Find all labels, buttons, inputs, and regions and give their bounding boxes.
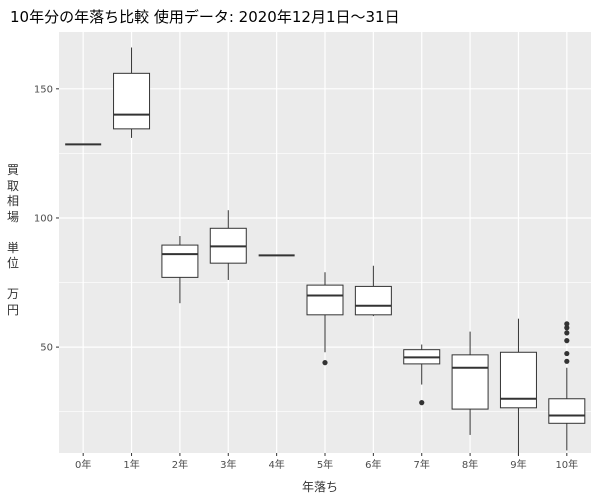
chart-title: 10年分の年落ち比較 使用データ: 2020年12月1日～31日	[10, 8, 400, 26]
box-iqr	[354, 285, 392, 316]
y-axis-label-char: 万	[6, 287, 19, 301]
y-tick-label: 150	[34, 84, 53, 95]
outlier-point	[564, 358, 570, 364]
outlier-point	[564, 325, 570, 331]
box-iqr	[548, 398, 586, 424]
y-tick-label: 100	[34, 213, 53, 224]
outlier-point	[322, 360, 328, 366]
outlier-point	[419, 400, 425, 406]
x-tick-label: 9年	[510, 458, 526, 471]
x-tick-label: 2年	[172, 458, 188, 471]
x-axis-label: 年落ち	[301, 480, 338, 494]
x-tick-label: 10年	[555, 458, 578, 471]
x-tick-label: 8年	[462, 458, 478, 471]
x-tick-label: 1年	[123, 458, 139, 471]
x-tick-label: 0年	[75, 458, 91, 471]
y-axis-label-char: 相	[6, 194, 19, 208]
y-axis-label-char: 単	[6, 240, 19, 255]
x-tick-label: 3年	[220, 458, 236, 471]
y-axis-label-char: 円	[6, 302, 19, 317]
outlier-point	[564, 338, 570, 344]
outlier-point	[564, 330, 570, 336]
y-tick-label: 50	[40, 343, 53, 354]
box-iqr	[451, 354, 489, 410]
x-tick-label: 6年	[365, 458, 381, 471]
y-axis-label: 買 取 相 場 単 位 万 円	[4, 163, 22, 318]
x-tick-label: 5年	[317, 458, 333, 471]
box-iqr	[306, 284, 344, 316]
y-axis-label-char: 取	[6, 178, 19, 193]
box-iqr	[113, 72, 151, 130]
y-axis-label-char: 位	[6, 256, 19, 270]
outlier-point	[564, 350, 570, 357]
x-tick-label: 4年	[268, 458, 284, 471]
y-axis-label-char: 買	[6, 163, 19, 177]
outlier-point	[564, 321, 570, 327]
x-tick-label: 7年	[414, 458, 430, 471]
y-axis-label-char: 場	[6, 209, 19, 224]
box-iqr	[161, 244, 199, 278]
